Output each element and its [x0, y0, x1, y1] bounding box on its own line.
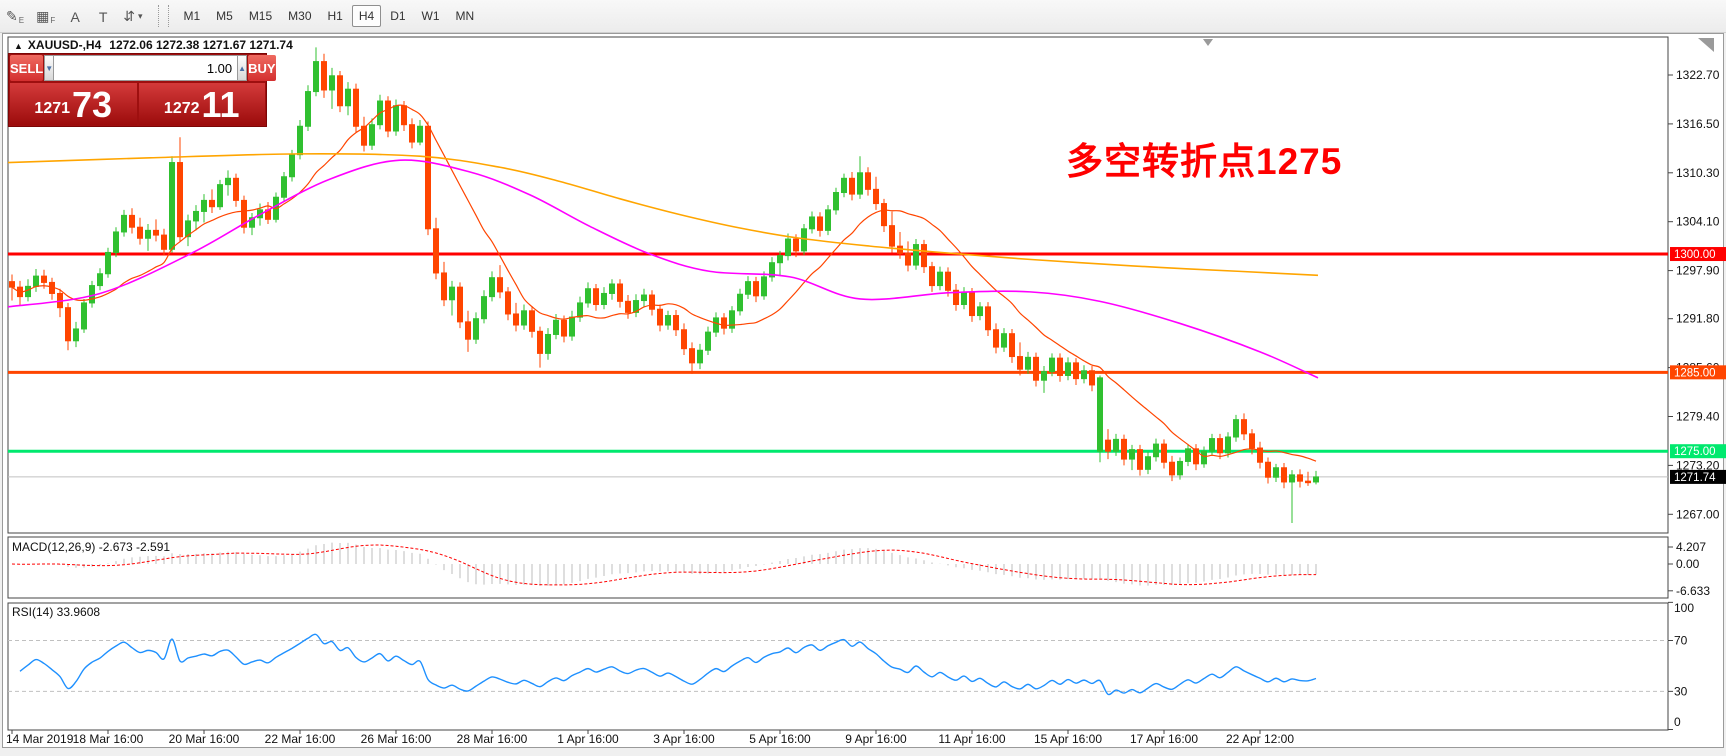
rsi-panel-label: RSI(14) 33.9608	[12, 605, 101, 619]
text-label-tool-icon[interactable]: A	[70, 9, 80, 25]
scale-corner-icon[interactable]	[1698, 38, 1714, 52]
svg-text:22 Mar 16:00: 22 Mar 16:00	[265, 732, 336, 746]
buy-price-big-figure: 1272	[163, 100, 200, 117]
tool-buttons: ✎ E ▦ F A T ⇵ ▾	[0, 4, 148, 28]
svg-text:30: 30	[1674, 684, 1688, 698]
candles-layer	[9, 47, 1319, 523]
svg-text:14 Mar 2019: 14 Mar 2019	[6, 732, 74, 746]
volume-down-button[interactable]: ▼	[44, 55, 55, 81]
svg-text:28 Mar 16:00: 28 Mar 16:00	[457, 732, 528, 746]
svg-text:22 Apr 12:00: 22 Apr 12:00	[1226, 732, 1294, 746]
svg-text:1275.00: 1275.00	[1674, 446, 1716, 458]
price-badge	[1670, 365, 1726, 380]
rsi-line	[19, 633, 1317, 696]
timeframe-m30-button[interactable]: M30	[288, 9, 312, 23]
timeframe-buttons: M1 M5 M15 M30 H1 H4 D1 W1 MN	[175, 5, 482, 27]
svg-text:100: 100	[1674, 601, 1694, 615]
toolbar-grip	[158, 5, 170, 27]
timeframe-h1-button[interactable]: H1	[327, 9, 343, 23]
svg-text:0.00: 0.00	[1676, 557, 1700, 571]
chart-shift-marker-icon[interactable]	[1203, 39, 1213, 46]
timeframe-m5-button[interactable]: M5	[216, 9, 233, 23]
macd-panel-label: MACD(12,26,9) -2.673 -2.591	[12, 540, 171, 554]
svg-text:11 Apr 16:00: 11 Apr 16:00	[938, 732, 1005, 746]
buy-button[interactable]: BUY	[248, 55, 276, 81]
chart-annotation-text: 多空转折点1275	[1066, 141, 1343, 182]
sell-price-tile[interactable]: 1271 73	[10, 83, 137, 125]
timeframe-w1-button[interactable]: W1	[421, 9, 440, 23]
svg-text:15 Apr 16:00: 15 Apr 16:00	[1034, 732, 1102, 746]
svg-text:1 Apr 16:00: 1 Apr 16:00	[557, 732, 619, 746]
grid-tool-icon[interactable]: ▦ F	[36, 8, 56, 25]
sell-button[interactable]: SELL	[10, 55, 44, 81]
svg-text:9 Apr 16:00: 9 Apr 16:00	[845, 732, 907, 746]
ma-slow-line	[7, 152, 1319, 277]
macd-signal-line	[11, 544, 1317, 586]
indicator-axes: 4.207 0.00 -6.633 100 70 30 0	[1668, 540, 1710, 730]
svg-text:5 Apr 16:00: 5 Apr 16:00	[749, 732, 811, 746]
svg-text:1310.30: 1310.30	[1676, 166, 1720, 180]
one-click-trade-panel: SELL ▼ ▲ BUY 1271 73 1272 11	[8, 53, 276, 127]
svg-text:0: 0	[1674, 715, 1681, 729]
symbol-line: ▲ XAUUSD-,H4 1272.06 1272.38 1271.67 1271.…	[14, 38, 293, 52]
svg-text:-6.633: -6.633	[1676, 584, 1710, 598]
symbol-label: XAUUSD-,H4	[27, 38, 102, 52]
svg-text:1300.00: 1300.00	[1674, 249, 1716, 261]
timeframe-d1-button[interactable]: D1	[390, 9, 406, 23]
timeframe-m15-button[interactable]: M15	[248, 9, 273, 23]
chart-window[interactable]	[2, 33, 1724, 748]
collapse-panel-icon[interactable]: ▲	[14, 41, 23, 51]
price-badge	[1670, 469, 1726, 484]
ohlc-values: 1272.06 1272.38 1271.67 1271.74	[109, 38, 293, 52]
cursor-tool-icon[interactable]: ⇵ ▾	[123, 8, 143, 24]
trade-prices-row: 1271 73 1272 11	[9, 82, 266, 126]
price-axis: 1322.70 1316.50 1310.30 1304.10 1297.90 1291.…	[1668, 68, 1726, 521]
svg-text:70: 70	[1674, 634, 1688, 648]
volume-input[interactable]	[54, 55, 238, 81]
svg-text:1304.10: 1304.10	[1676, 215, 1720, 229]
buy-price-pips: 11	[201, 84, 240, 126]
ma-medium-line	[7, 159, 1319, 379]
svg-text:1271.74: 1271.74	[1674, 472, 1716, 484]
svg-text:1267.00: 1267.00	[1676, 507, 1720, 521]
ma-fast-line	[11, 104, 1317, 462]
svg-text:20 Mar 16:00: 20 Mar 16:00	[169, 732, 240, 746]
volume-up-button[interactable]: ▲	[237, 55, 248, 81]
timeframe-h4-button[interactable]: H4	[351, 5, 382, 27]
timeframe-m1-button[interactable]: M1	[183, 9, 201, 23]
svg-text:1285.00: 1285.00	[1674, 367, 1716, 379]
svg-text:1279.40: 1279.40	[1676, 409, 1720, 423]
time-axis: 14 Mar 2019 18 Mar 16:00 20 Mar 16:00 22 Ma…	[6, 730, 1294, 746]
svg-text:17 Apr 16:00: 17 Apr 16:00	[1130, 732, 1198, 746]
svg-text:3 Apr 16:00: 3 Apr 16:00	[653, 732, 715, 746]
svg-text:1322.70: 1322.70	[1676, 68, 1720, 82]
svg-text:1273.20: 1273.20	[1676, 458, 1720, 472]
trade-controls-row: SELL ▼ ▲ BUY	[9, 54, 276, 82]
price-badge	[1670, 444, 1726, 459]
svg-text:1291.80: 1291.80	[1676, 312, 1720, 326]
sell-price-big-figure: 1271	[34, 100, 71, 117]
price-badge	[1670, 247, 1726, 262]
svg-text:1297.90: 1297.90	[1676, 264, 1720, 278]
svg-text:1316.50: 1316.50	[1676, 117, 1720, 131]
draw-tool-icon[interactable]: ✎ E	[6, 8, 25, 25]
main-toolbar: ✎ E ▦ F A T ⇵ ▾ M1 M5 M15 M30 H1 H4 D1 W1 MN	[0, 0, 1726, 33]
svg-text:18 Mar 16:00: 18 Mar 16:00	[73, 732, 144, 746]
svg-text:4.207: 4.207	[1676, 540, 1706, 554]
macd-histogram	[19, 542, 1317, 587]
timeframe-mn-button[interactable]: MN	[455, 9, 475, 23]
sell-price-pips: 73	[72, 84, 113, 126]
buy-price-tile[interactable]: 1272 11	[138, 83, 265, 126]
text-box-tool-icon[interactable]: T	[98, 9, 108, 25]
svg-text:26 Mar 16:00: 26 Mar 16:00	[361, 732, 432, 746]
